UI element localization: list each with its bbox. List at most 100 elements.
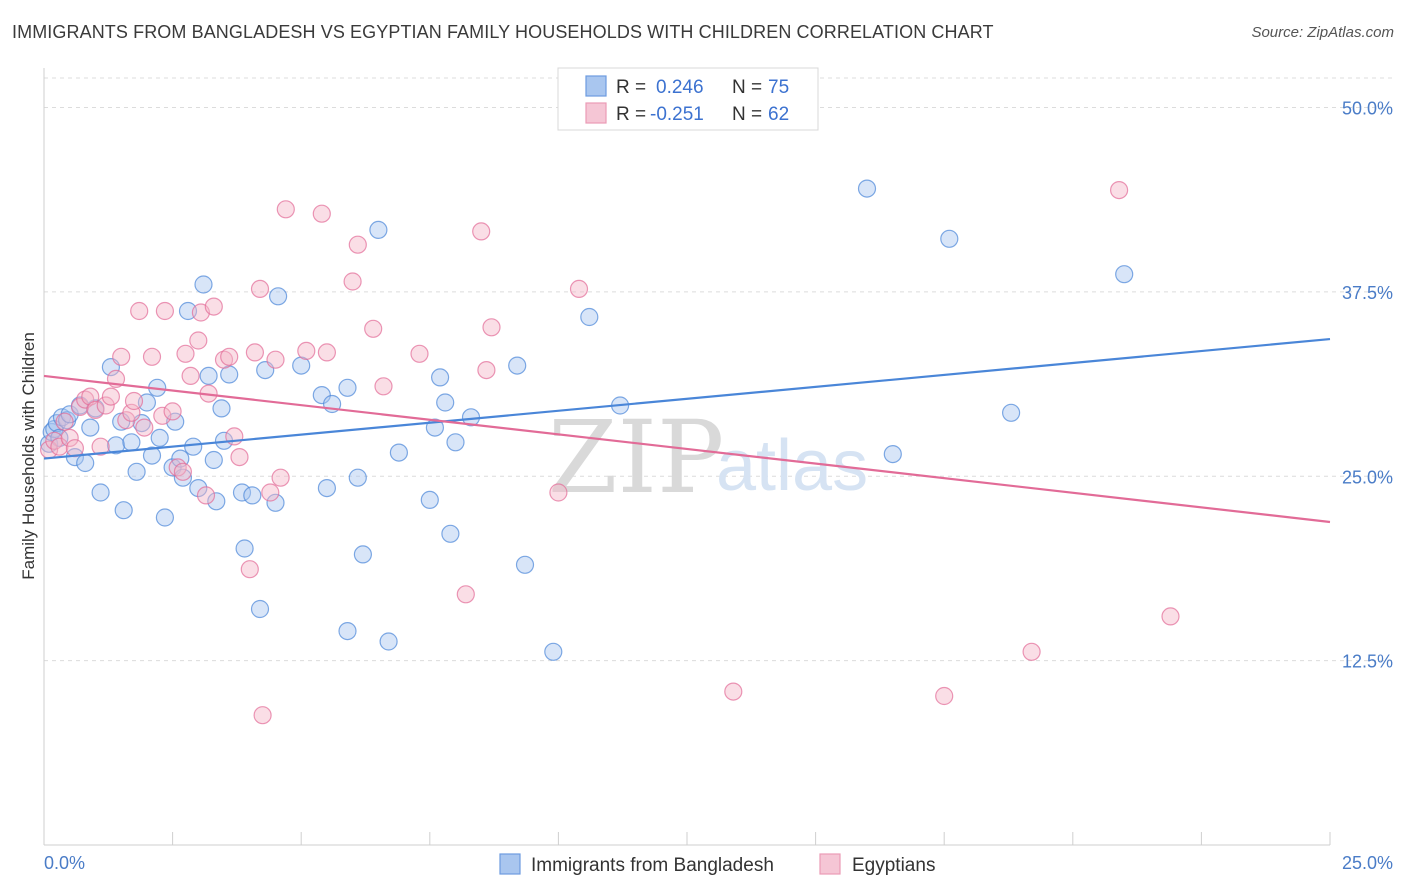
point-1-44: [276, 200, 295, 219]
y-tick-label-2: 37.5%: [1342, 283, 1393, 303]
point-0-18: [122, 433, 141, 452]
point-1-11: [96, 396, 115, 415]
trend-line-1: [43, 374, 1331, 524]
bottom-legend-label-bangladesh: Immigrants from Bangladesh: [531, 855, 774, 876]
point-0-41: [235, 539, 254, 558]
point-1-63: [1161, 607, 1180, 626]
point-1-21: [153, 406, 172, 425]
point-0-35: [204, 450, 223, 470]
point-0-13: [91, 483, 110, 502]
point-0-65: [508, 356, 527, 375]
point-1-19: [135, 418, 154, 437]
point-0-52: [338, 621, 357, 641]
point-0-36: [207, 492, 226, 511]
point-0-49: [317, 479, 336, 498]
point-1-50: [364, 319, 383, 338]
legend-n-label-1: N =: [732, 77, 762, 98]
point-0-63: [446, 433, 465, 452]
y-tick-labels: 12.5% 25.0% 37.5% 50.0%: [1342, 99, 1393, 672]
point-1-39: [250, 279, 270, 298]
point-0-67: [544, 642, 563, 661]
point-0-37: [212, 399, 231, 418]
point-0-17: [114, 501, 133, 520]
point-0-11: [81, 418, 100, 437]
x-tick-label-0: 0.0%: [44, 853, 85, 873]
point-1-27: [181, 366, 200, 385]
point-1-20: [142, 347, 162, 366]
point-0-60: [431, 368, 450, 387]
point-0-53: [348, 468, 367, 487]
point-0-70: [857, 179, 877, 198]
point-0-42: [243, 486, 262, 505]
point-0-58: [420, 490, 439, 509]
point-0-66: [515, 555, 535, 574]
legend-n-value-1: 75: [768, 77, 789, 98]
point-1-55: [477, 361, 496, 380]
point-0-73: [1001, 403, 1021, 422]
point-0-31: [184, 437, 203, 456]
point-1-57: [549, 483, 568, 502]
point-1-62: [1109, 181, 1129, 200]
point-1-14: [112, 347, 131, 366]
point-1-9: [86, 400, 105, 419]
x-tick-label-1: 25.0%: [1342, 853, 1393, 873]
point-1-56: [482, 318, 501, 337]
point-1-1: [45, 431, 64, 450]
trend-line-0: [43, 337, 1331, 460]
point-1-58: [569, 279, 589, 298]
legend-r-label-2: R =: [616, 104, 646, 125]
bottom-legend-label-egyptians: Egyptians: [852, 855, 935, 876]
point-0-24: [150, 428, 169, 447]
x-tick-labels: 0.0% 25.0%: [44, 853, 1393, 873]
point-0-22: [142, 446, 162, 465]
point-1-43: [271, 468, 290, 487]
point-1-38: [245, 343, 264, 362]
point-1-22: [155, 301, 174, 321]
point-1-51: [374, 377, 393, 396]
point-0-62: [441, 524, 460, 543]
series-1-points: [39, 181, 1180, 725]
point-0-3: [47, 414, 67, 433]
data-points: [39, 179, 1180, 725]
point-0-57: [389, 443, 408, 462]
point-0-55: [369, 220, 388, 239]
y-tick-label-0: 12.5%: [1342, 652, 1393, 672]
point-1-46: [312, 204, 331, 223]
point-1-42: [266, 350, 285, 369]
point-0-29: [173, 468, 192, 487]
point-1-25: [173, 462, 192, 481]
trend-lines: [43, 337, 1331, 524]
point-0-71: [883, 445, 902, 464]
legend-n-label-2: N =: [732, 104, 762, 125]
point-1-48: [343, 272, 362, 291]
point-1-34: [220, 347, 239, 366]
point-1-60: [935, 686, 954, 706]
point-1-36: [230, 448, 249, 467]
bottom-legend-swatch-bangladesh: [499, 853, 521, 875]
point-1-47: [317, 343, 336, 362]
point-1-41: [261, 483, 280, 502]
point-0-40: [232, 483, 252, 502]
point-0-33: [194, 275, 213, 294]
point-1-45: [297, 341, 316, 360]
point-1-10: [91, 437, 110, 456]
bottom-legend-swatch-egyptians: [819, 853, 841, 875]
point-1-37: [240, 560, 259, 579]
y-axis-label: Family Households with Children: [19, 332, 38, 580]
point-0-10: [76, 453, 95, 473]
point-0-72: [940, 229, 959, 248]
point-1-59: [724, 682, 743, 701]
point-1-4: [60, 428, 79, 447]
y-tick-label-1: 25.0%: [1342, 467, 1393, 487]
point-1-49: [348, 235, 367, 254]
legend-swatch-egyptians: [585, 102, 607, 124]
point-1-28: [189, 331, 208, 350]
point-0-74: [1115, 265, 1134, 284]
point-0-68: [580, 307, 599, 327]
point-1-33: [214, 350, 234, 369]
point-1-18: [130, 301, 149, 321]
point-0-43: [250, 599, 270, 619]
point-0-45: [266, 493, 285, 512]
legend-box: R = 0.246 N = 75 R = -0.251 N = 62: [557, 67, 819, 131]
